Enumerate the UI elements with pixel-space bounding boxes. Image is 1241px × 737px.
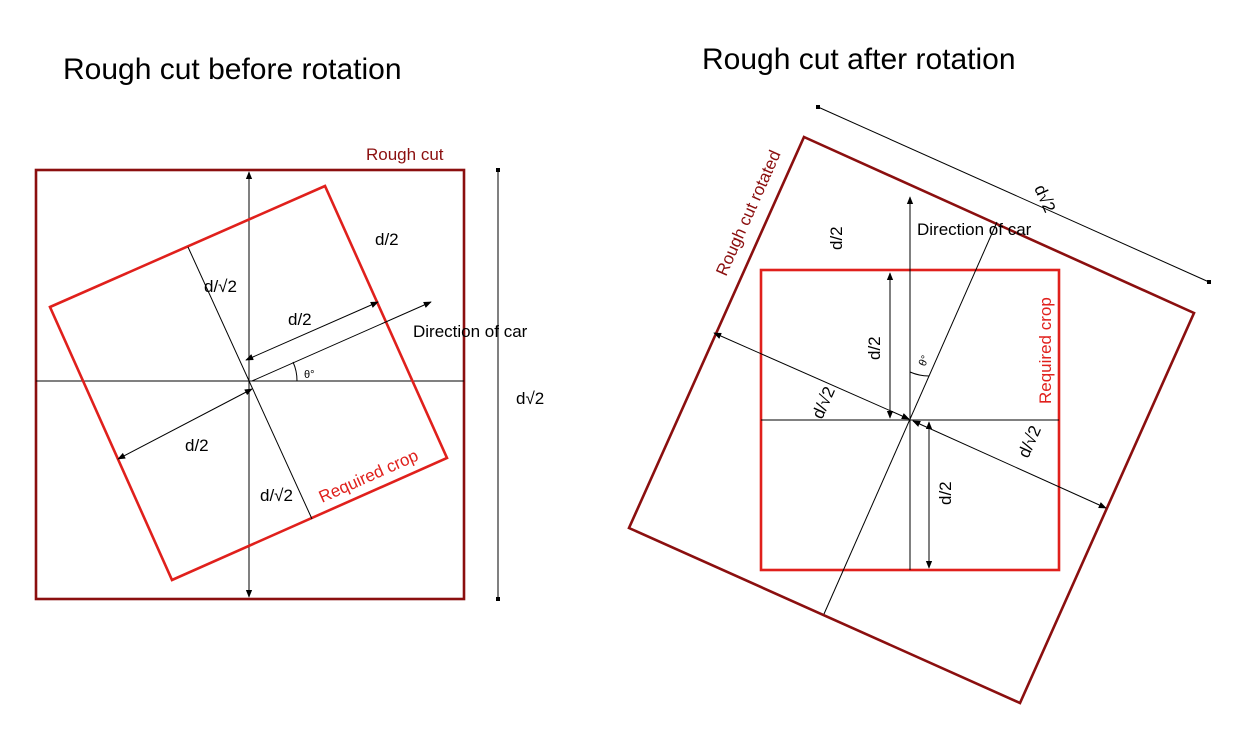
right-top-dimension-line	[817, 106, 1210, 283]
right-dim-root2-left-line	[713, 332, 910, 420]
right-tilted-axis	[823, 221, 998, 615]
right-theta-arc	[909, 371, 930, 377]
left-dim-side: d√2	[516, 389, 544, 408]
left-required-crop	[48, 184, 449, 582]
left-rough-cut-label: Rough cut	[366, 145, 444, 164]
left-dim-half-upper-line	[245, 301, 379, 361]
left-dim-root2-upper: d/√2	[204, 277, 237, 296]
right-dim-top: d√2	[1030, 182, 1059, 216]
left-rough-cut-square	[34, 168, 466, 601]
right-dim-root2-left: d/√2	[808, 384, 839, 422]
left-panel: Rough cut before rotation Rough cut Requ…	[34, 53, 544, 601]
right-dim-root2-right-line	[912, 420, 1107, 509]
left-theta-arc	[292, 361, 298, 382]
right-theta-label: θ°	[917, 354, 932, 369]
left-side-dimension-cap-bottom	[496, 597, 500, 601]
right-panel: Rough cut after rotation Rough cut rotat…	[627, 43, 1211, 705]
right-rough-cut-rotated	[627, 135, 1196, 705]
right-dim-half-vertical-upper: d/2	[865, 336, 884, 360]
right-required-crop-label: Required crop	[1036, 297, 1055, 404]
right-dim-root2-right: d/√2	[1014, 423, 1045, 461]
left-dim-root2-lower: d/√2	[260, 486, 293, 505]
right-top-dimension-cap-right	[1207, 280, 1211, 284]
right-top-dimension-cap-left	[816, 105, 820, 109]
left-dim-half-upper: d/2	[288, 310, 312, 329]
left-theta-label: θ°	[304, 369, 315, 381]
right-title: Rough cut after rotation	[702, 43, 1016, 76]
left-dim-half-lower-line	[117, 388, 253, 460]
right-dim-half-vertical-lower: d/2	[936, 481, 955, 505]
left-direction-arrow	[251, 301, 432, 382]
right-dim-half-top-left: d/2	[827, 226, 846, 250]
right-direction-label: Direction of car	[917, 220, 1032, 239]
left-crop-perpendicular-axis	[187, 246, 313, 520]
left-title: Rough cut before rotation	[63, 53, 402, 86]
left-dim-half-lower: d/2	[185, 436, 209, 455]
left-side-dimension-cap-top	[496, 168, 500, 172]
left-direction-label: Direction of car	[413, 322, 528, 341]
left-dim-half-top: d/2	[375, 230, 399, 249]
